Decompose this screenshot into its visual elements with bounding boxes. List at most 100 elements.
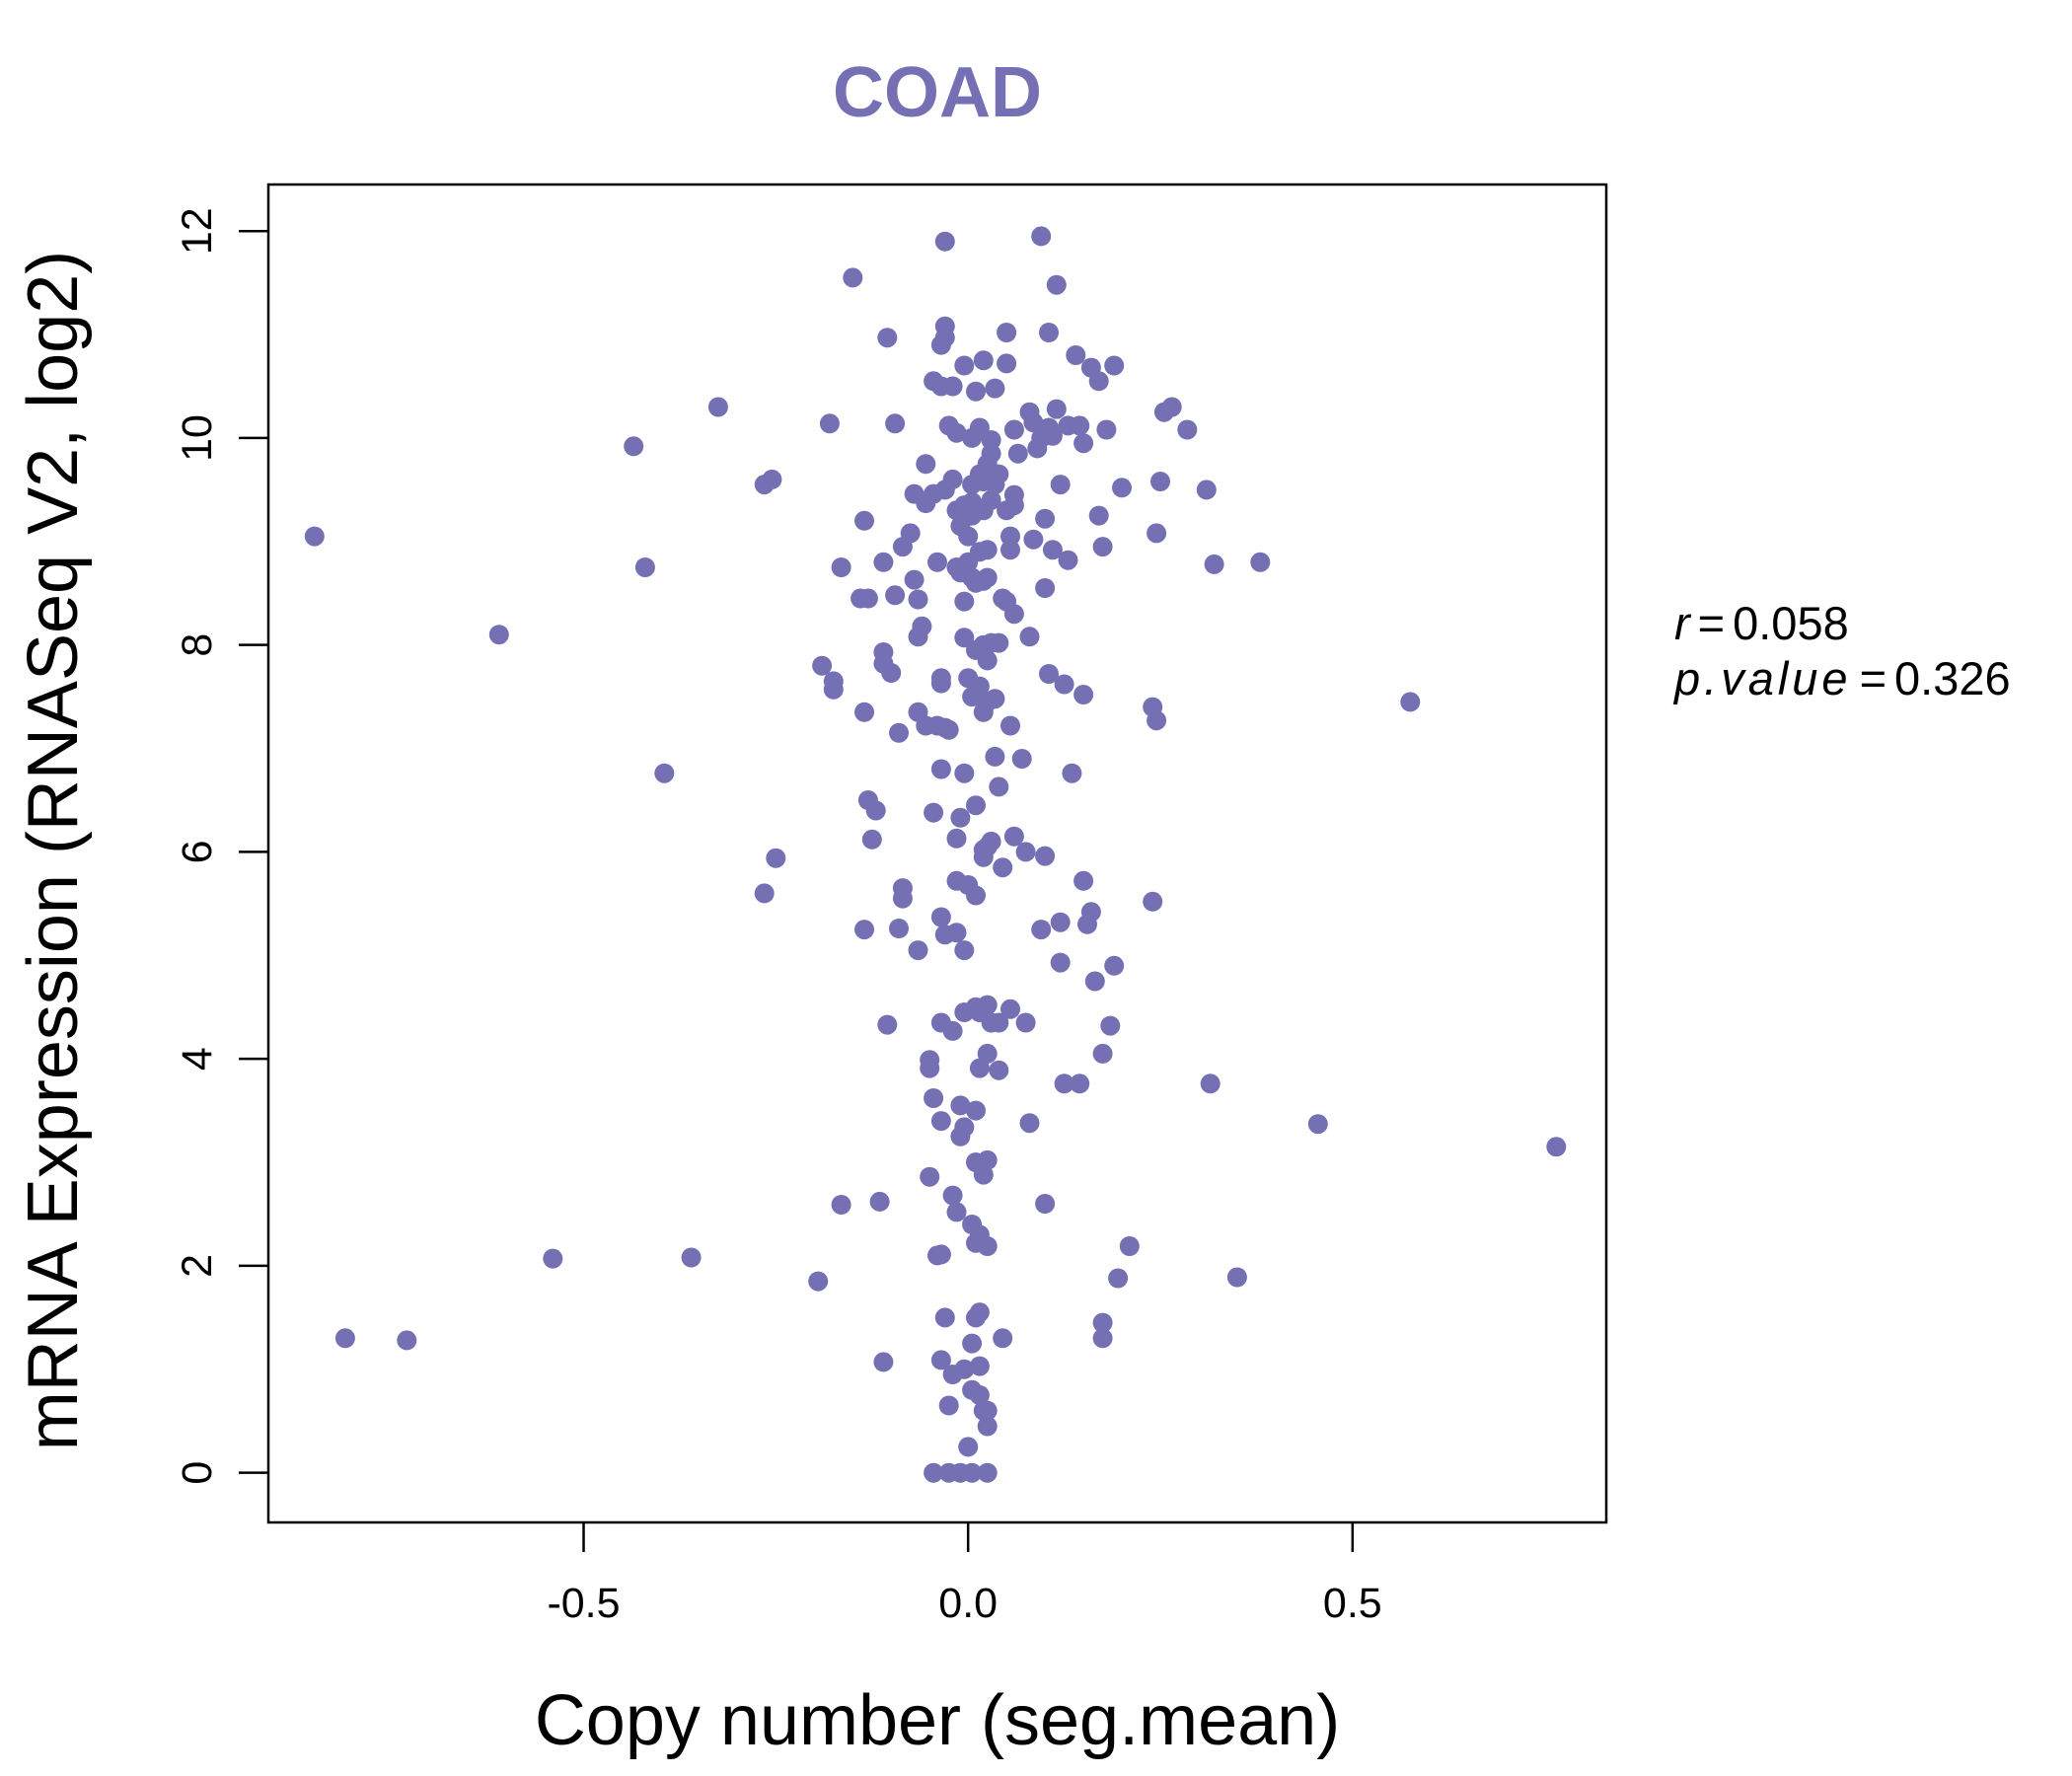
data-point-57 (920, 1058, 940, 1078)
data-point-172 (977, 1462, 998, 1483)
data-point-29 (865, 800, 886, 821)
data-point-62 (924, 802, 944, 823)
data-point-232 (1050, 952, 1071, 973)
data-point-200 (1000, 999, 1020, 1019)
data-point-77 (934, 231, 955, 252)
data-point-134 (966, 885, 986, 906)
data-point-242 (1073, 685, 1094, 704)
data-point-7 (654, 763, 675, 783)
x-tick-label-0: -0.5 (547, 1580, 620, 1627)
data-point-227 (1042, 540, 1063, 560)
data-point-238 (1066, 345, 1086, 365)
data-point-262 (1143, 891, 1163, 912)
data-point-267 (1161, 397, 1182, 417)
data-point-239 (1070, 415, 1090, 436)
x-tick-label-1: 0.0 (938, 1580, 998, 1627)
data-point-27 (857, 588, 878, 609)
data-point-98 (946, 923, 967, 943)
data-point-187 (989, 777, 1009, 797)
data-point-103 (950, 1095, 971, 1116)
data-point-108 (954, 591, 975, 612)
data-point-264 (1147, 523, 1167, 544)
data-point-231 (1050, 912, 1071, 932)
data-point-90 (942, 1020, 963, 1041)
data-point-168 (977, 1043, 998, 1064)
data-point-220 (1035, 578, 1056, 598)
data-point-260 (1119, 1236, 1140, 1256)
data-point-263 (1147, 710, 1167, 731)
x-axis-label: Copy number (seg.mean) (535, 1681, 1340, 1760)
data-point-12 (754, 883, 775, 904)
data-point-52 (912, 616, 932, 636)
data-point-177 (981, 489, 1001, 510)
data-point-221 (1035, 846, 1056, 866)
data-point-16 (819, 413, 840, 434)
data-point-89 (942, 469, 963, 489)
data-point-142 (969, 676, 990, 697)
data-point-109 (954, 628, 975, 648)
data-point-20 (831, 1195, 851, 1215)
data-point-53 (916, 454, 936, 475)
data-point-106 (954, 355, 975, 376)
data-point-194 (997, 353, 1017, 374)
data-point-47 (904, 569, 925, 590)
data-point-113 (954, 1117, 975, 1138)
p-label: p.value (1672, 652, 1852, 704)
data-point-133 (966, 795, 986, 816)
data-point-219 (1035, 508, 1056, 529)
data-point-91 (942, 1185, 963, 1206)
data-point-218 (1031, 920, 1052, 940)
data-point-225 (1039, 664, 1059, 684)
y-tick-label-1: 2 (174, 1254, 221, 1278)
data-point-254 (1096, 419, 1117, 440)
data-point-243 (1073, 870, 1094, 891)
data-point-30 (869, 1191, 890, 1212)
data-point-93 (946, 422, 967, 443)
data-point-272 (1226, 1267, 1247, 1288)
data-point-19 (831, 557, 851, 577)
data-point-74 (930, 1111, 951, 1132)
y-tick-label-3: 6 (174, 840, 221, 863)
data-point-186 (989, 632, 1009, 653)
data-point-4 (543, 1248, 563, 1269)
data-point-253 (1092, 1328, 1113, 1349)
data-point-59 (924, 1462, 944, 1483)
data-point-198 (1000, 540, 1020, 560)
y-tick-label-6: 12 (174, 207, 221, 255)
data-point-255 (1100, 1015, 1121, 1036)
data-point-208 (1015, 842, 1036, 862)
data-point-228 (1046, 274, 1067, 295)
data-point-214 (1023, 529, 1044, 550)
data-point-21 (843, 267, 863, 288)
data-point-49 (908, 940, 928, 961)
data-point-88 (942, 376, 963, 397)
data-point-236 (1058, 550, 1078, 570)
data-point-114 (954, 1359, 975, 1379)
data-point-83 (934, 1307, 955, 1328)
data-point-31 (873, 1352, 894, 1372)
data-point-162 (977, 540, 998, 560)
data-point-252 (1092, 1312, 1113, 1333)
x-axis: -0.5 0.0 0.5 (547, 1522, 1382, 1627)
y-axis: 0 2 4 6 8 10 12 (174, 207, 268, 1485)
data-point-44 (892, 888, 913, 909)
data-point-11 (762, 469, 782, 489)
r-value: 0.058 (1733, 597, 1849, 649)
data-point-28 (861, 829, 882, 850)
data-point-18 (823, 679, 844, 700)
data-point-270 (1200, 1073, 1221, 1094)
data-point-193 (997, 323, 1017, 342)
data-point-179 (981, 831, 1001, 851)
data-point-174 (981, 430, 1001, 450)
data-point-271 (1204, 554, 1224, 574)
y-tick-label-0: 0 (174, 1461, 221, 1485)
data-point-8 (681, 1247, 702, 1268)
data-point-76 (930, 1350, 951, 1370)
data-point-38 (885, 585, 906, 606)
data-point-230 (1050, 475, 1071, 495)
data-point-204 (1003, 604, 1024, 625)
data-point-233 (1054, 674, 1074, 695)
data-point-115 (958, 526, 979, 547)
data-point-23 (854, 920, 874, 940)
